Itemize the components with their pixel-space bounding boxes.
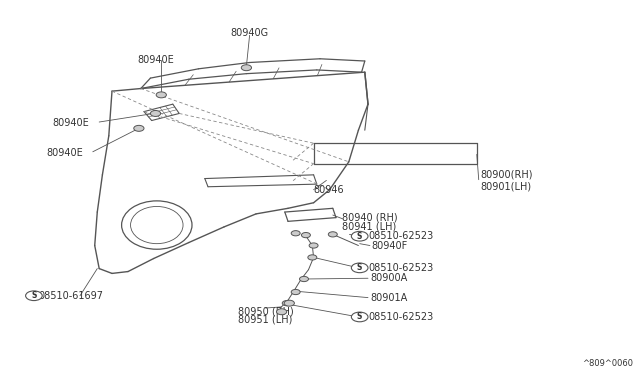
Text: 08510-62523: 08510-62523	[368, 263, 433, 273]
Text: 80901A: 80901A	[370, 293, 407, 302]
Text: 80940F: 80940F	[371, 241, 408, 250]
Text: 80951 (LH): 80951 (LH)	[239, 315, 292, 325]
Text: 80940E: 80940E	[52, 118, 89, 128]
Circle shape	[291, 289, 300, 295]
Circle shape	[309, 243, 318, 248]
Text: 80940G: 80940G	[230, 29, 269, 38]
Circle shape	[156, 92, 166, 98]
Text: 80940E: 80940E	[138, 55, 174, 64]
Circle shape	[134, 125, 144, 131]
Text: 80901(LH): 80901(LH)	[480, 181, 531, 191]
Text: 80940E: 80940E	[46, 148, 83, 157]
Text: 80950 (RH): 80950 (RH)	[237, 307, 294, 317]
Circle shape	[351, 263, 368, 273]
Text: 80946: 80946	[314, 185, 344, 195]
Text: ^809^0060: ^809^0060	[582, 359, 634, 368]
Text: S: S	[357, 263, 362, 272]
Text: 80941 (LH): 80941 (LH)	[342, 222, 397, 232]
Circle shape	[351, 312, 368, 322]
Circle shape	[300, 276, 308, 282]
Ellipse shape	[131, 206, 183, 244]
Circle shape	[301, 232, 310, 238]
Ellipse shape	[122, 201, 192, 249]
Text: 08510-62523: 08510-62523	[368, 312, 433, 322]
Text: 80900A: 80900A	[370, 273, 407, 283]
Circle shape	[351, 231, 368, 241]
Text: S: S	[357, 232, 362, 241]
Text: 80940 (RH): 80940 (RH)	[342, 213, 398, 222]
Circle shape	[241, 65, 252, 71]
Circle shape	[276, 309, 287, 315]
Circle shape	[26, 291, 42, 301]
Circle shape	[291, 231, 300, 236]
Text: 08510-62523: 08510-62523	[368, 231, 433, 241]
Text: S: S	[357, 312, 362, 321]
Text: S: S	[31, 291, 36, 300]
Text: 08510-61697: 08510-61697	[38, 291, 104, 301]
Circle shape	[284, 300, 294, 306]
Circle shape	[150, 110, 161, 116]
Circle shape	[282, 301, 291, 306]
Circle shape	[328, 232, 337, 237]
Circle shape	[308, 255, 317, 260]
Text: 80900(RH): 80900(RH)	[480, 170, 532, 180]
